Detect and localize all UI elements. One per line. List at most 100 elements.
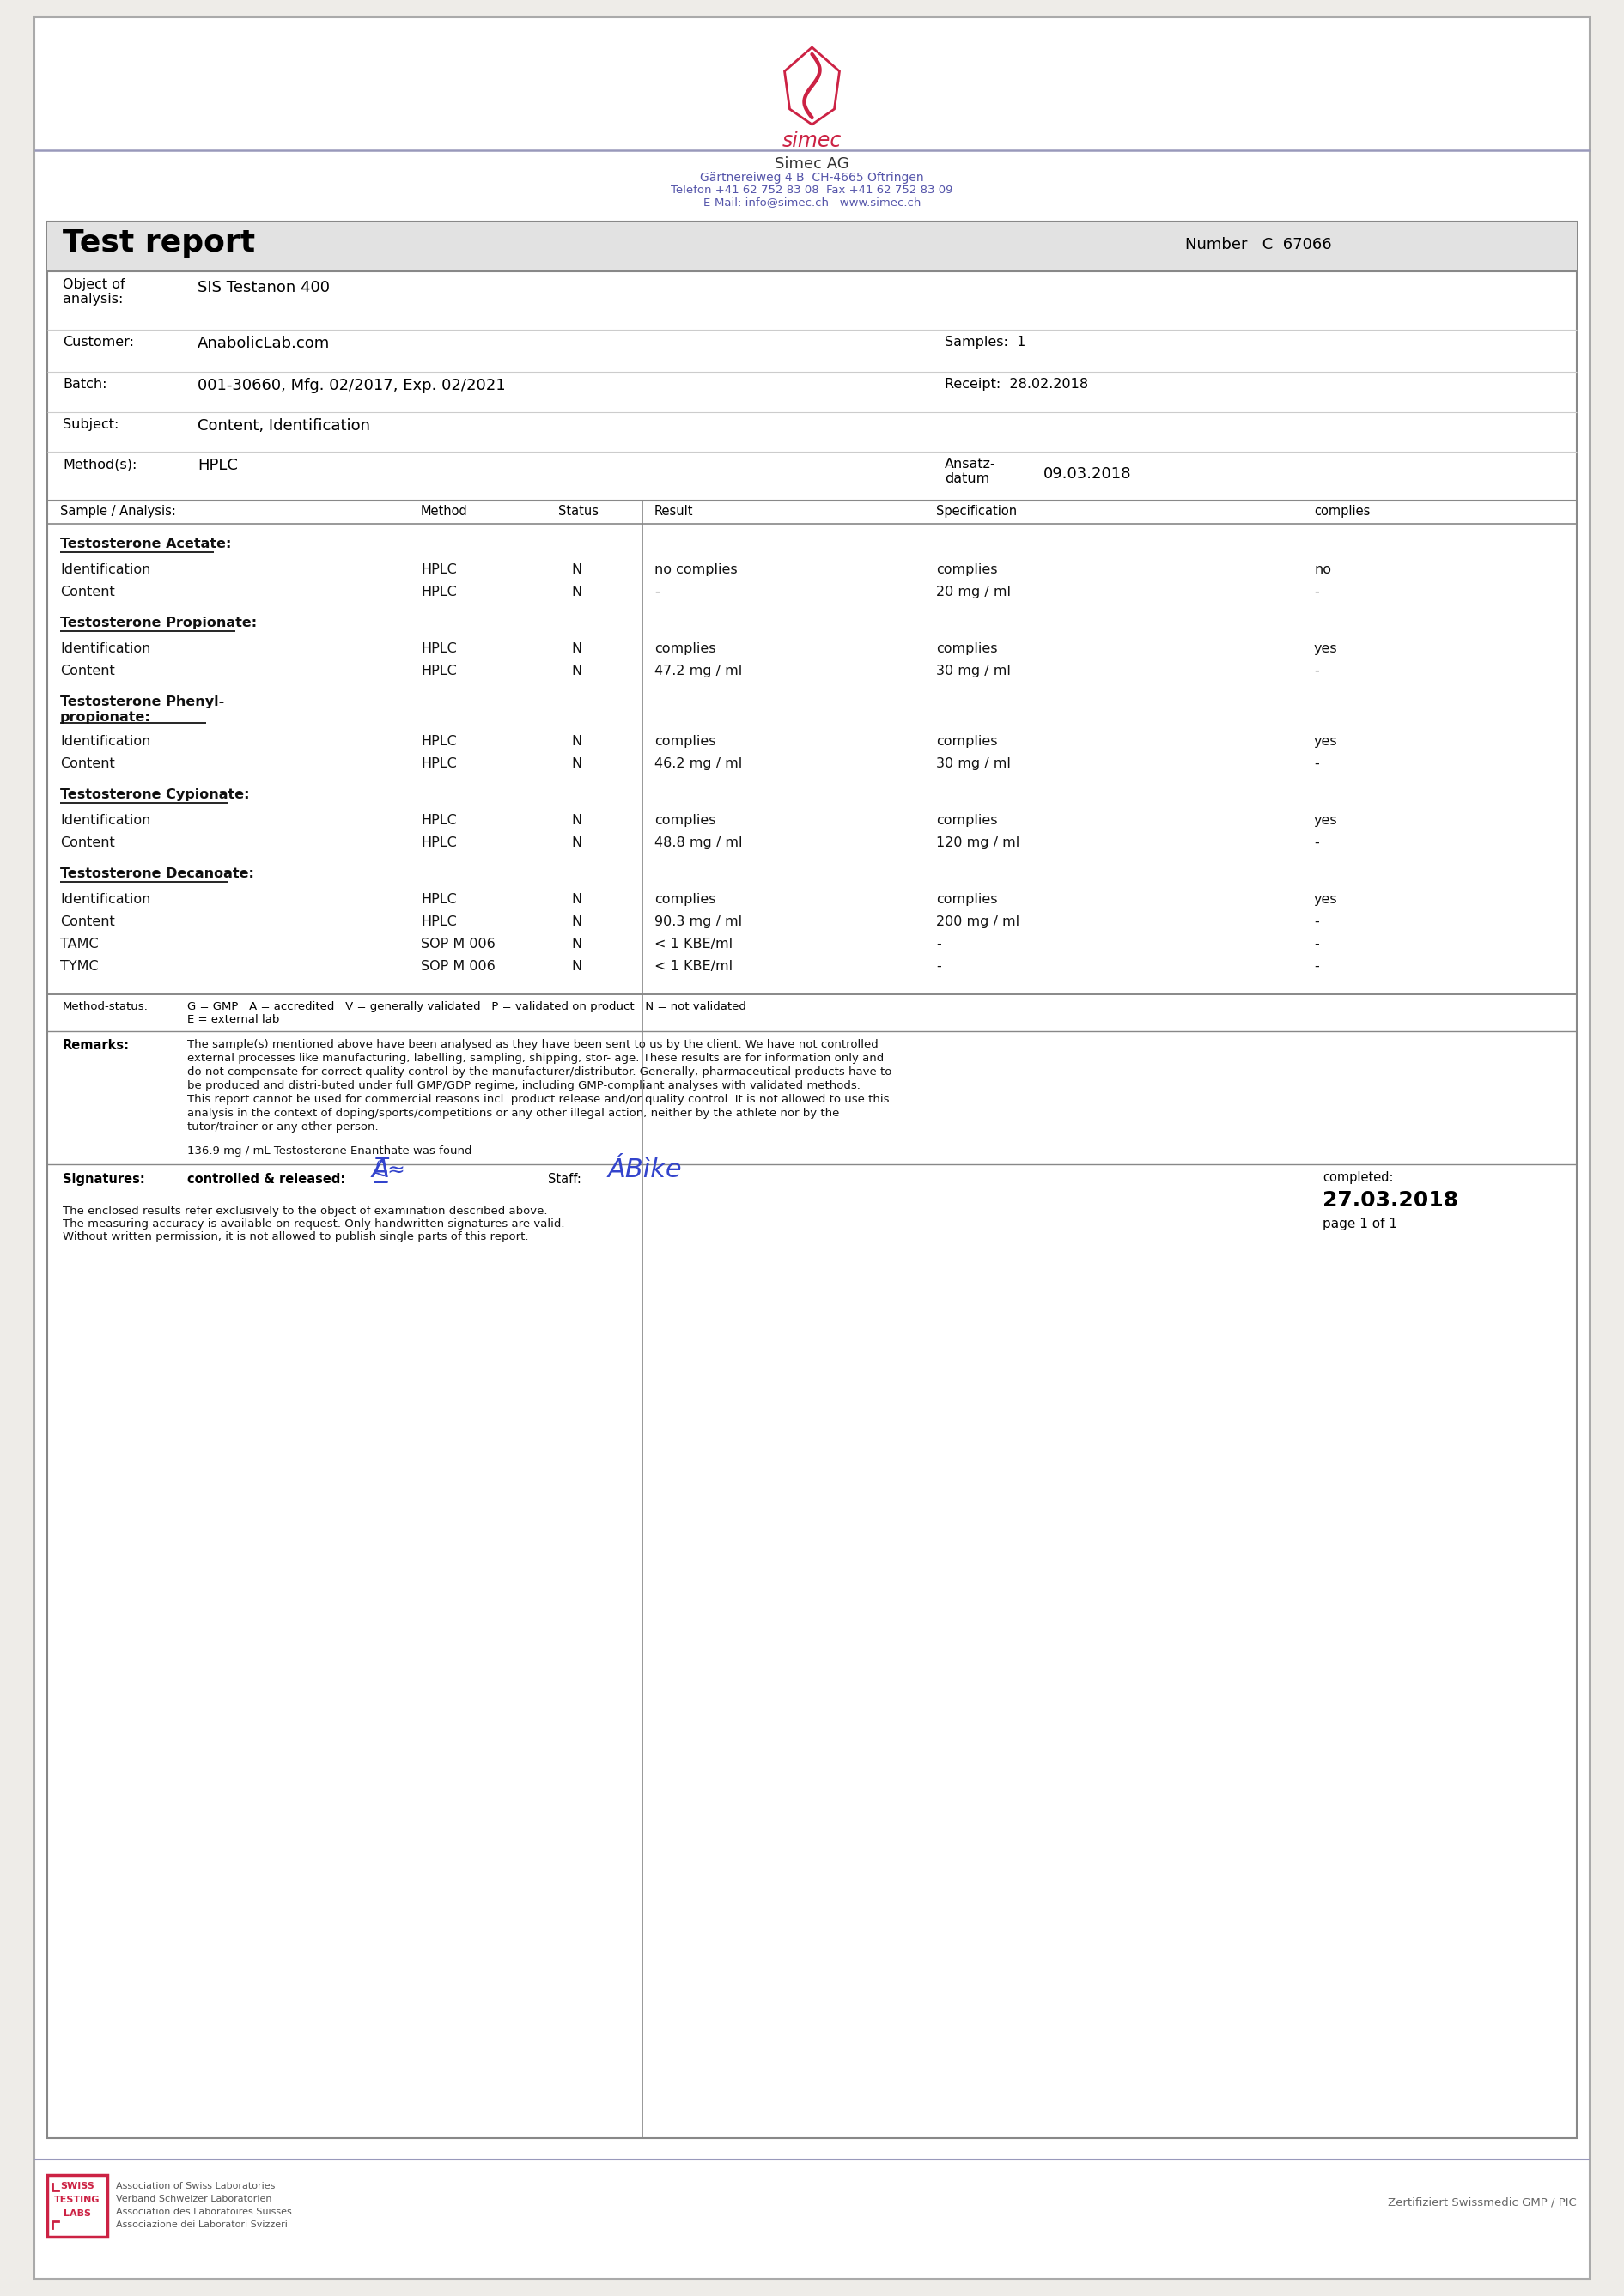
Text: Content: Content	[60, 585, 115, 599]
Text: N: N	[572, 916, 581, 928]
Text: page 1 of 1: page 1 of 1	[1322, 1217, 1397, 1231]
Text: Test report: Test report	[63, 227, 255, 257]
Text: Telefon +41 62 752 83 08  Fax +41 62 752 83 09: Telefon +41 62 752 83 08 Fax +41 62 752 …	[671, 184, 953, 195]
Text: Content: Content	[60, 664, 115, 677]
Text: Samples:  1: Samples: 1	[945, 335, 1026, 349]
Text: Identification: Identification	[60, 893, 151, 907]
Text: 120 mg / ml: 120 mg / ml	[935, 836, 1020, 850]
Text: N: N	[572, 664, 581, 677]
Text: HPLC: HPLC	[421, 836, 456, 850]
Text: ÁBìke: ÁBìke	[607, 1157, 682, 1182]
Text: N: N	[572, 758, 581, 769]
Text: -: -	[935, 960, 940, 974]
Text: complies: complies	[935, 643, 997, 654]
Text: N: N	[572, 735, 581, 748]
Text: HPLC: HPLC	[421, 664, 456, 677]
Text: Number   C  67066: Number C 67066	[1186, 236, 1332, 253]
Text: tutor/trainer or any other person.: tutor/trainer or any other person.	[187, 1120, 378, 1132]
Text: controlled & released:: controlled & released:	[187, 1173, 346, 1185]
Text: no: no	[1314, 563, 1332, 576]
Text: complies: complies	[654, 815, 716, 827]
Text: complies: complies	[654, 893, 716, 907]
Text: 46.2 mg / ml: 46.2 mg / ml	[654, 758, 742, 769]
Text: yes: yes	[1314, 735, 1338, 748]
Text: N: N	[572, 563, 581, 576]
Text: Method-status:: Method-status:	[63, 1001, 148, 1013]
Text: HPLC: HPLC	[421, 585, 456, 599]
Text: analysis in the context of doping/sports/competitions or any other illegal actio: analysis in the context of doping/sports…	[187, 1107, 840, 1118]
Text: Zertifiziert Swissmedic GMP / PIC: Zertifiziert Swissmedic GMP / PIC	[1389, 2197, 1577, 2209]
Text: -: -	[935, 937, 940, 951]
Text: The enclosed results refer exclusively to the object of examination described ab: The enclosed results refer exclusively t…	[63, 1205, 547, 1217]
Text: TYMC: TYMC	[60, 960, 99, 974]
Text: -: -	[1314, 916, 1319, 928]
Text: do not compensate for correct quality control by the manufacturer/distributor. G: do not compensate for correct quality co…	[187, 1065, 892, 1077]
Text: 48.8 mg / ml: 48.8 mg / ml	[654, 836, 742, 850]
Text: N: N	[572, 937, 581, 951]
Text: The sample(s) mentioned above have been analysed as they have been sent to us by: The sample(s) mentioned above have been …	[187, 1040, 879, 1049]
Text: Testosterone Propionate:: Testosterone Propionate:	[60, 618, 257, 629]
Text: complies: complies	[935, 815, 997, 827]
Text: HPLC: HPLC	[421, 758, 456, 769]
Text: Status: Status	[559, 505, 599, 519]
Text: 136.9 mg / mL Testosterone Enanthate was found: 136.9 mg / mL Testosterone Enanthate was…	[187, 1146, 473, 1157]
Text: Association of Swiss Laboratories: Association of Swiss Laboratories	[115, 2181, 274, 2190]
Text: A̲̅̅: A̲̅̅	[372, 1157, 390, 1182]
Text: Method: Method	[421, 505, 468, 519]
Text: Content, Identification: Content, Identification	[198, 418, 370, 434]
Text: E = external lab: E = external lab	[187, 1015, 279, 1026]
Text: Ansatz-
datum: Ansatz- datum	[945, 457, 996, 484]
Text: HPLC: HPLC	[198, 457, 237, 473]
Text: Sample / Analysis:: Sample / Analysis:	[60, 505, 175, 519]
Text: The measuring accuracy is available on request. Only handwritten signatures are : The measuring accuracy is available on r…	[63, 1219, 565, 1231]
Text: 30 mg / ml: 30 mg / ml	[935, 664, 1010, 677]
Text: 001-30660, Mfg. 02/2017, Exp. 02/2021: 001-30660, Mfg. 02/2017, Exp. 02/2021	[198, 379, 505, 393]
Text: 27.03.2018: 27.03.2018	[1322, 1189, 1458, 1210]
Text: Staff:: Staff:	[547, 1173, 581, 1185]
Text: 20 mg / ml: 20 mg / ml	[935, 585, 1010, 599]
Text: Specification: Specification	[935, 505, 1017, 519]
Text: N: N	[572, 585, 581, 599]
Text: < 1 KBE/ml: < 1 KBE/ml	[654, 960, 732, 974]
Text: yes: yes	[1314, 643, 1338, 654]
Text: 200 mg / ml: 200 mg / ml	[935, 916, 1020, 928]
Text: Association des Laboratoires Suisses: Association des Laboratoires Suisses	[115, 2206, 292, 2216]
Text: 09.03.2018: 09.03.2018	[1044, 466, 1132, 482]
Text: Identification: Identification	[60, 563, 151, 576]
Text: Content: Content	[60, 758, 115, 769]
Text: complies: complies	[935, 893, 997, 907]
Bar	[47, 220, 1577, 271]
Text: complies: complies	[1314, 505, 1371, 519]
Text: ℒ≈: ℒ≈	[372, 1162, 406, 1182]
Text: HPLC: HPLC	[421, 563, 456, 576]
Text: Identification: Identification	[60, 815, 151, 827]
Text: Associazione dei Laboratori Svizzeri: Associazione dei Laboratori Svizzeri	[115, 2220, 287, 2229]
Text: yes: yes	[1314, 815, 1338, 827]
Text: complies: complies	[935, 735, 997, 748]
Text: Result: Result	[654, 505, 693, 519]
Text: -: -	[1314, 836, 1319, 850]
Text: -: -	[1314, 585, 1319, 599]
Text: Remarks:: Remarks:	[63, 1040, 130, 1052]
Text: Simec AG: Simec AG	[775, 156, 849, 172]
Text: propionate:: propionate:	[60, 712, 151, 723]
Text: simec: simec	[783, 131, 841, 152]
Text: -: -	[1314, 758, 1319, 769]
Text: HPLC: HPLC	[421, 893, 456, 907]
Text: LABS: LABS	[63, 2209, 91, 2218]
Text: N: N	[572, 893, 581, 907]
Text: SIS Testanon 400: SIS Testanon 400	[198, 280, 330, 296]
Text: no complies: no complies	[654, 563, 737, 576]
Text: Without written permission, it is not allowed to publish single parts of this re: Without written permission, it is not al…	[63, 1231, 528, 1242]
Text: external processes like manufacturing, labelling, sampling, shipping, stor- age.: external processes like manufacturing, l…	[187, 1052, 883, 1063]
Text: Identification: Identification	[60, 643, 151, 654]
Text: 90.3 mg / ml: 90.3 mg / ml	[654, 916, 742, 928]
Text: Customer:: Customer:	[63, 335, 133, 349]
Text: Content: Content	[60, 836, 115, 850]
Text: SOP M 006: SOP M 006	[421, 960, 495, 974]
Text: N: N	[572, 960, 581, 974]
Text: yes: yes	[1314, 893, 1338, 907]
Text: HPLC: HPLC	[421, 643, 456, 654]
Text: Gärtnereiweg 4 B  CH-4665 Oftringen: Gärtnereiweg 4 B CH-4665 Oftringen	[700, 172, 924, 184]
Text: complies: complies	[654, 643, 716, 654]
